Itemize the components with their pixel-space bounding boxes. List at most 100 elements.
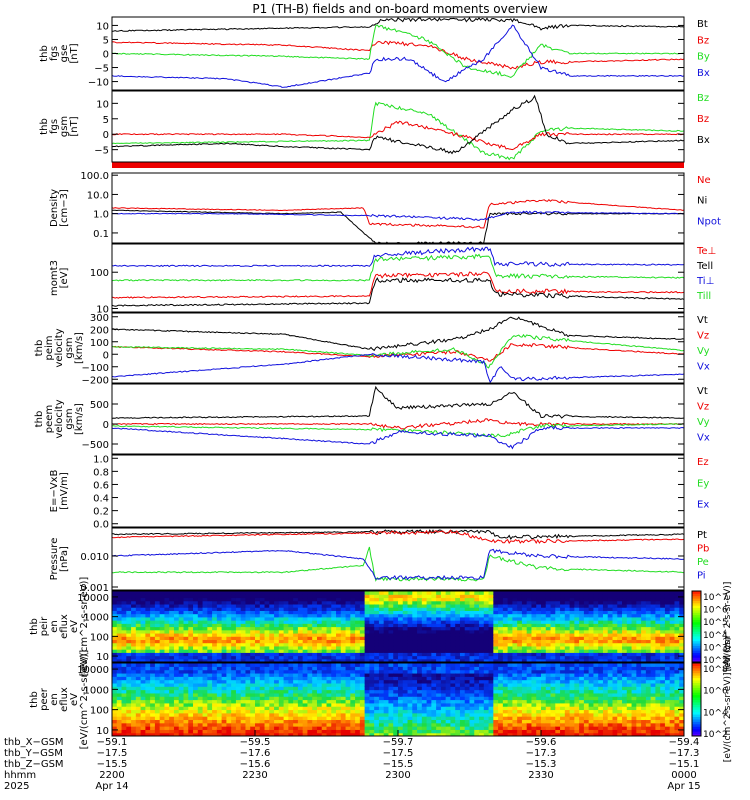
spectrogram-cell: [235, 729, 242, 734]
spectrogram-cell: [398, 632, 404, 637]
spectrogram-cell: [445, 626, 452, 631]
spectrogram-cell: [283, 600, 289, 605]
spectrogram-cell: [331, 620, 337, 624]
spectrogram-cell: [374, 689, 380, 694]
spectrogram-cell: [617, 600, 623, 605]
spectrogram-cell: [140, 600, 146, 605]
spectrogram-cell: [464, 676, 471, 681]
spectrogram-cell: [417, 655, 423, 660]
spectrogram-cell: [140, 666, 146, 671]
spectrogram-cell: [169, 620, 175, 624]
spectrogram-cell: [173, 658, 180, 662]
spectrogram-cell: [531, 663, 537, 667]
spectrogram-cell: [450, 682, 456, 687]
legend-By: By: [697, 52, 710, 63]
spectrogram-cell: [479, 652, 485, 657]
spectrogram-cell: [512, 636, 518, 641]
spectrogram-cell: [121, 607, 127, 611]
spectrogram-cell: [231, 716, 237, 721]
spectrogram-cell: [417, 649, 423, 653]
spectrogram-cell: [340, 594, 347, 599]
spectrogram-cell: [283, 649, 289, 653]
spectrogram-cell: [407, 702, 413, 707]
spectrogram-cell: [388, 629, 394, 634]
spectrogram-cell: [355, 649, 361, 653]
spectrogram-cell: [560, 610, 566, 615]
spectrogram-cell: [436, 686, 442, 691]
spectrogram-cell: [216, 732, 223, 736]
spectrogram-cell: [145, 716, 151, 721]
spectrogram-cell: [378, 676, 385, 681]
spectrogram-cell: [331, 716, 337, 721]
spectrogram-cell: [593, 655, 599, 660]
spectrogram-cell: [255, 649, 261, 653]
spectrogram-cell: [145, 629, 151, 634]
spectrogram-cell: [207, 655, 213, 660]
spectrogram-cell: [307, 702, 313, 707]
spectrogram-cell: [555, 600, 561, 605]
spectrogram-cell: [641, 629, 647, 634]
spectrogram-cell: [212, 709, 218, 714]
spectrogram-cell: [159, 696, 166, 701]
colorbar-swatch: [692, 598, 701, 601]
spectrogram-cell: [412, 669, 418, 674]
spectrogram-cell: [193, 712, 199, 717]
spectrogram-cell: [121, 655, 127, 660]
spectrogram-cell: [288, 702, 294, 707]
spectrogram-cell: [645, 613, 652, 618]
spectrogram-cell: [264, 709, 270, 714]
spectrogram-cell: [502, 600, 509, 605]
spectrogram-cell: [255, 732, 261, 736]
spectrogram-cell: [250, 658, 256, 662]
spectrogram-cell: [445, 682, 452, 687]
spectrogram-cell: [369, 722, 375, 727]
spectrogram-cell: [521, 636, 528, 641]
spectrogram-cell: [507, 712, 513, 717]
spectrogram-cell: [521, 682, 528, 687]
spectrogram-cell: [464, 655, 471, 660]
spectrogram-cell: [479, 712, 485, 717]
spectrogram-cell: [121, 652, 127, 657]
y-axis-label: [eV]: [59, 268, 70, 289]
spectrogram-cell: [664, 639, 671, 644]
spectrogram-cell: [369, 626, 375, 631]
spectrogram-cell: [116, 692, 123, 697]
spectrogram-cell: [521, 597, 528, 602]
spectrogram-cell: [226, 623, 232, 628]
spectrogram-cell: [593, 649, 599, 653]
spectrogram-cell: [288, 732, 294, 736]
spectrogram-cell: [231, 636, 237, 641]
spectrogram-cell: [202, 603, 208, 608]
spectrogram-cell: [359, 616, 366, 621]
spectrogram-cell: [374, 726, 380, 730]
spectrogram-cell: [622, 600, 628, 605]
y-axis-label: thb: [34, 340, 45, 357]
spectrogram-cell: [521, 620, 528, 624]
spectrogram-cell: [626, 658, 633, 662]
spectrogram-cell: [145, 610, 151, 615]
spectrogram-cell: [140, 686, 146, 691]
spectrogram-cell: [455, 726, 461, 730]
spectrogram-cell: [421, 636, 428, 641]
spectrogram-cell: [355, 702, 361, 707]
spectrogram-cell: [331, 702, 337, 707]
spectrogram-cell: [312, 610, 318, 615]
spectrogram-cell: [250, 623, 256, 628]
colorbar-tick: 10^6: [703, 606, 728, 616]
spectrogram-cell: [197, 597, 204, 602]
spectrogram-cell: [159, 603, 166, 608]
spectrogram-cell: [164, 686, 170, 691]
spectrogram-cell: [112, 686, 118, 691]
spectrogram-cell: [173, 679, 180, 684]
spectrogram-cell: [145, 594, 151, 599]
spectrogram-cell: [459, 597, 466, 602]
spectrogram-cell: [393, 686, 399, 691]
spectrogram-cell: [374, 616, 380, 621]
spectrogram-cell: [259, 712, 266, 717]
spectrogram-cell: [436, 719, 442, 724]
spectrogram-cell: [426, 620, 432, 624]
spectrogram-cell: [388, 692, 394, 697]
spectrogram-cell: [183, 629, 189, 634]
spectrogram-cell: [326, 626, 332, 631]
spectrogram-cell: [293, 709, 299, 714]
